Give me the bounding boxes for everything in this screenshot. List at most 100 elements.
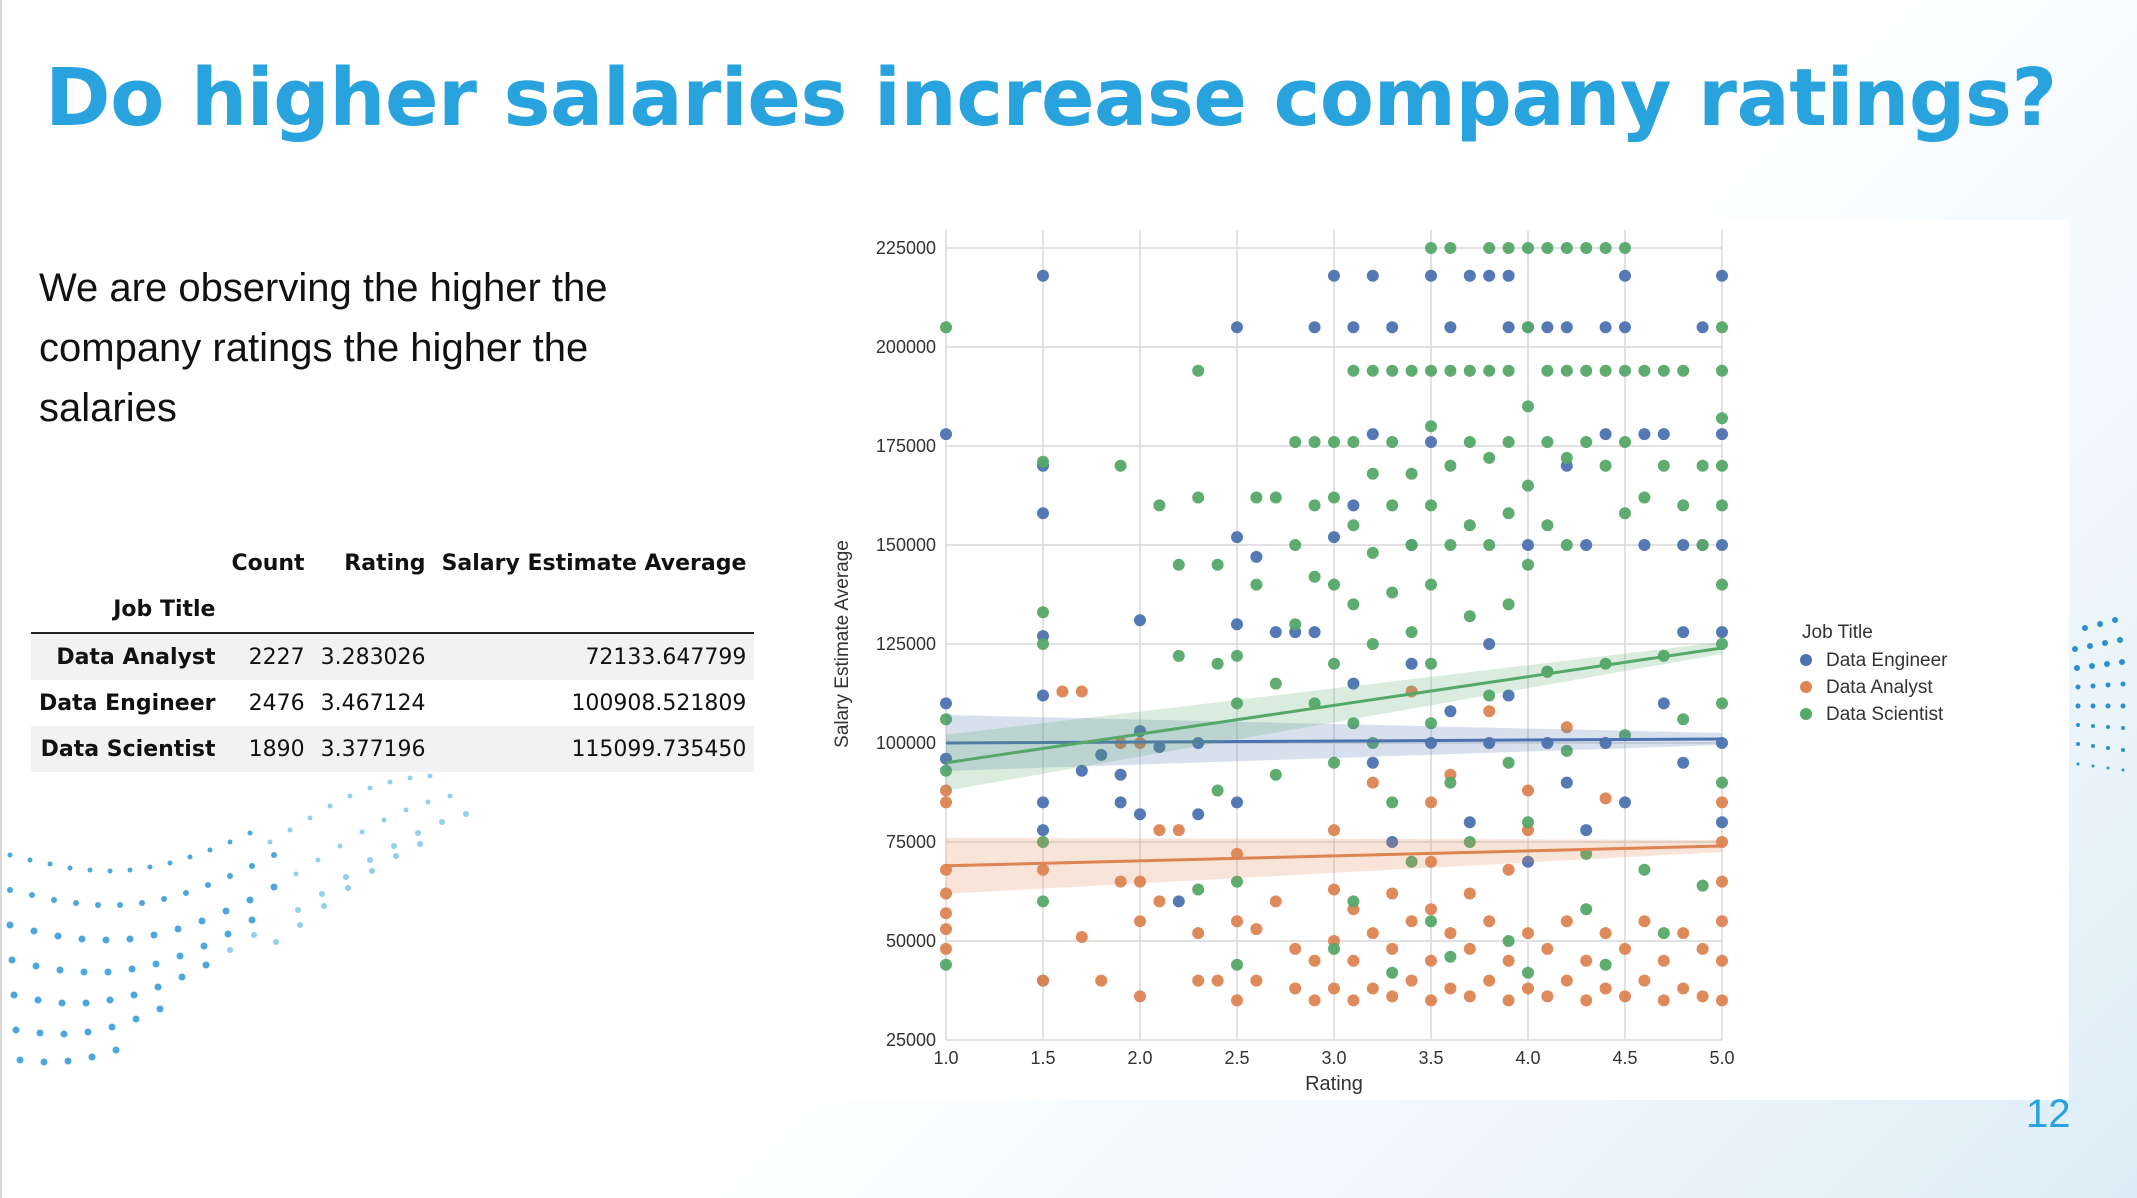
scatter-point-data-scientist	[1289, 618, 1302, 631]
scatter-point-data-scientist	[1444, 364, 1457, 377]
cell-salary: 100908.521809	[571, 690, 747, 716]
scatter-point-data-engineer	[1677, 626, 1690, 639]
table-row: Data Analyst 2227 3.283026 72133.647799	[31, 633, 755, 680]
scatter-point-data-scientist	[1308, 436, 1321, 448]
scatter-point-data-scientist	[1211, 558, 1224, 571]
index-label: Job Title	[31, 586, 224, 634]
scatter-point-data-analyst	[1134, 915, 1146, 928]
scatter-point-data-engineer	[1114, 796, 1127, 809]
x-tick-label: 1.0	[933, 1048, 958, 1068]
scatter-point-data-scientist	[1541, 519, 1554, 532]
scatter-point-data-engineer	[1231, 796, 1243, 809]
scatter-point-data-engineer	[1328, 269, 1340, 282]
scatter-point-data-scientist	[1347, 598, 1360, 611]
scatter-point-data-analyst	[1192, 974, 1205, 987]
scatter-point-data-analyst	[1037, 974, 1049, 987]
scatter-point-data-scientist	[1192, 883, 1205, 896]
cell-count: 2227	[248, 644, 305, 670]
scatter-point-data-analyst	[1134, 990, 1146, 1003]
scatter-point-data-scientist	[1522, 816, 1534, 829]
scatter-point-data-analyst	[1638, 915, 1651, 928]
scatter-point-data-analyst	[1619, 990, 1631, 1003]
column-header-rating: Rating	[344, 550, 426, 576]
scatter-point-data-engineer	[1366, 756, 1379, 769]
scatter-point-data-scientist	[1366, 638, 1379, 650]
scatter-point-data-scientist	[1269, 677, 1282, 690]
scatter-point-data-scientist	[1328, 756, 1340, 769]
scatter-point-data-scientist	[1522, 479, 1534, 492]
scatter-point-data-scientist	[1696, 459, 1709, 472]
scatter-point-data-scientist	[1560, 451, 1573, 464]
legend-label: Data Scientist	[1826, 704, 1944, 725]
scatter-point-data-scientist	[1502, 242, 1515, 254]
scatter-point-data-scientist	[1328, 657, 1340, 670]
scatter-point-data-scientist	[1269, 768, 1282, 781]
scatter-point-data-analyst	[1580, 994, 1593, 1007]
scatter-point-data-scientist	[1425, 915, 1437, 928]
scatter-point-data-analyst	[940, 796, 952, 809]
scatter-point-data-engineer	[1192, 808, 1205, 821]
scatter-point-data-scientist	[1328, 942, 1340, 955]
row-label: Data Engineer	[39, 690, 216, 716]
scatter-point-data-scientist	[1425, 364, 1437, 377]
scatter-point-data-engineer	[1037, 269, 1049, 282]
scatter-point-data-engineer	[1366, 428, 1379, 441]
scatter-point-data-scientist	[1366, 364, 1379, 377]
row-label: Data Analyst	[56, 644, 216, 670]
scatter-point-data-scientist	[1192, 491, 1205, 504]
scatter-point-data-analyst	[1696, 990, 1709, 1003]
scatter-point-data-scientist	[1114, 459, 1127, 472]
scatter-point-data-analyst	[1075, 931, 1088, 943]
scatter-point-data-scientist	[1599, 364, 1612, 377]
scatter-point-data-scientist	[1599, 459, 1612, 472]
scatter-point-data-analyst	[1463, 942, 1476, 955]
scatter-point-data-analyst	[1425, 994, 1437, 1007]
scatter-point-data-scientist	[1444, 459, 1457, 472]
scatter-point-data-scientist	[1405, 364, 1418, 377]
scatter-point-data-scientist	[1425, 420, 1437, 433]
scatter-point-data-engineer	[1657, 697, 1670, 710]
scatter-point-data-scientist	[1657, 364, 1670, 377]
scatter-point-data-engineer	[1483, 269, 1496, 282]
scatter-point-data-analyst	[1211, 974, 1224, 987]
scatter-point-data-engineer	[1502, 269, 1515, 282]
scatter-point-data-scientist	[940, 321, 952, 334]
scatter-point-data-scientist	[1037, 895, 1049, 908]
slide-title: Do higher salaries increase company rati…	[45, 52, 2057, 144]
scatter-point-data-scientist	[1289, 436, 1302, 448]
scatter-point-data-scientist	[1444, 539, 1457, 551]
scatter-point-data-scientist	[1425, 499, 1437, 512]
scatter-point-data-engineer	[1037, 507, 1049, 520]
scatter-point-data-engineer	[1599, 321, 1612, 334]
scatter-point-data-scientist	[1153, 499, 1166, 512]
scatter-point-data-analyst	[1425, 796, 1437, 809]
scatter-point-data-scientist	[1502, 507, 1515, 520]
scatter-point-data-scientist	[1502, 364, 1515, 377]
scatter-point-data-engineer	[1037, 824, 1049, 837]
scatter-point-data-engineer	[1619, 796, 1631, 809]
dot-grid-decoration	[2072, 617, 2126, 772]
cell-count: 1890	[248, 736, 305, 762]
scatter-point-data-scientist	[1483, 242, 1496, 254]
scatter-point-data-scientist	[1347, 519, 1360, 532]
scatter-point-data-scientist	[1172, 558, 1185, 571]
scatter-point-data-engineer	[1677, 539, 1690, 551]
scatter-point-data-engineer	[1075, 764, 1088, 777]
scatter-point-data-engineer	[1153, 741, 1166, 753]
scatter-point-data-analyst	[1386, 887, 1399, 900]
slide-border	[0, 0, 2, 1198]
scatter-point-data-engineer	[1231, 321, 1243, 334]
scatter-point-data-analyst	[1716, 915, 1728, 928]
cell-count: 2476	[248, 690, 305, 716]
scatter-point-data-analyst	[1366, 927, 1379, 940]
scatter-point-data-scientist	[1444, 776, 1457, 789]
scatter-point-data-analyst	[1716, 796, 1728, 809]
scatter-point-data-analyst	[1463, 887, 1476, 900]
scatter-point-data-engineer	[1502, 321, 1515, 334]
scatter-point-data-analyst	[1328, 883, 1340, 896]
scatter-point-data-engineer	[1444, 321, 1457, 334]
scatter-point-data-scientist	[1386, 436, 1399, 448]
scatter-point-data-engineer	[1463, 816, 1476, 829]
scatter-point-data-engineer	[1619, 321, 1631, 334]
scatter-chart: 1.0 1.5 2.0 2.5 3.0 3.5 4.0 4.5 5.0 25000 50000 750…	[832, 230, 1948, 1095]
